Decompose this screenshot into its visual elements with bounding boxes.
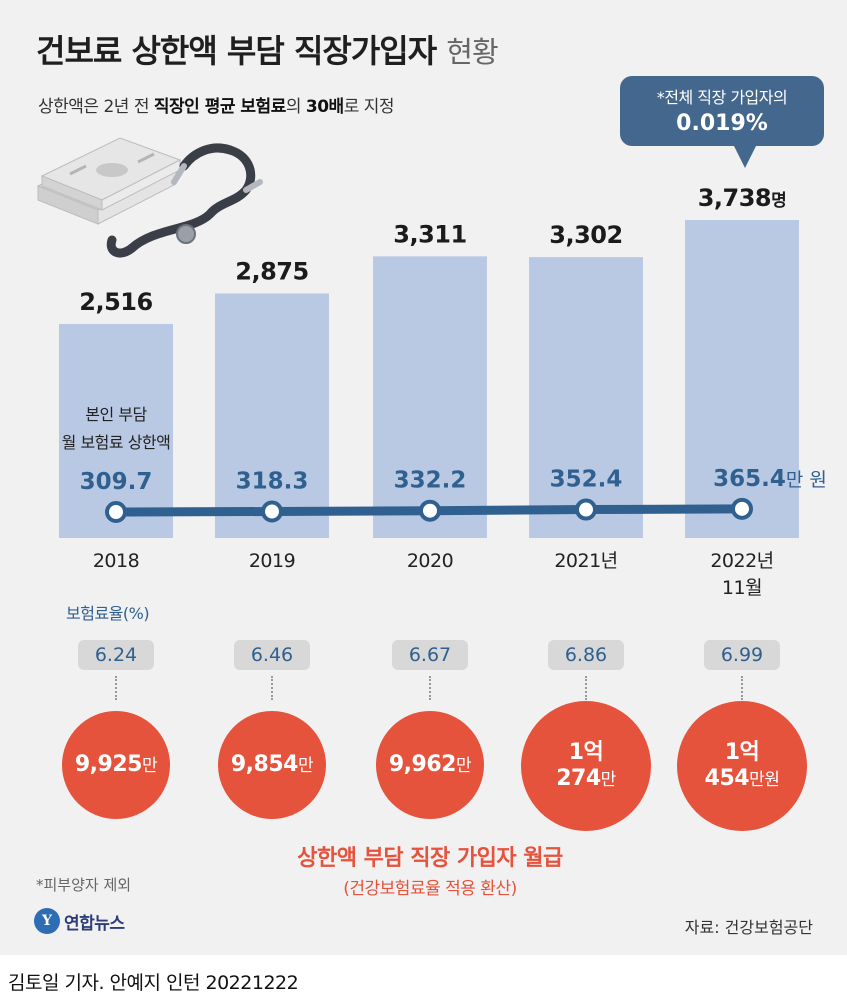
bar-value-label: 3,738명 xyxy=(698,184,787,212)
salary-value: 274 xyxy=(556,766,601,791)
rate-connector xyxy=(429,676,431,700)
salary-main: 9,962만 xyxy=(388,751,472,778)
category-labels: 2018 2019 2020 2021년 2022년 11월 xyxy=(93,550,774,599)
salary-value: 454 xyxy=(704,766,750,791)
yonhap-logo-icon: Y xyxy=(34,908,60,934)
footnote: *피부양자 제외 xyxy=(36,876,132,894)
bar-value-label: 3,311 xyxy=(393,220,466,248)
bar-value-label: 3,302 xyxy=(549,221,622,249)
bar-value-label: 2,875 xyxy=(235,257,308,285)
rate-pill: 6.99 xyxy=(704,640,780,670)
subtitle-part-2: 의 xyxy=(285,97,306,117)
category-label: 2021년 xyxy=(554,550,617,572)
premium-point xyxy=(731,497,753,520)
rate-heading: 보험료율(%) xyxy=(66,604,150,623)
salary-value: 9,962 xyxy=(388,751,457,777)
salary-unit: 만 xyxy=(141,755,158,776)
page-title: 건보료 상한액 부담 직장가입자 현황 xyxy=(36,26,499,72)
subtitle-bold-2: 30배 xyxy=(305,97,344,117)
premium-value-label: 318.3 xyxy=(236,469,309,495)
salary-circle: 9,962만 xyxy=(376,711,484,819)
salary-line-1: 1억 xyxy=(724,739,760,765)
line-caption-1: 본인 부담 xyxy=(85,405,147,424)
subtitle: 상한액은 2년 전 직장인 평균 보험료의 30배로 지정 xyxy=(38,92,395,117)
rate-pill: 6.46 xyxy=(234,640,310,670)
salary-unit: 만 xyxy=(297,755,314,776)
premium-point xyxy=(575,498,597,521)
premium-unit: 만 원 xyxy=(786,469,827,491)
subtitle-part-3: 로 지정 xyxy=(343,97,395,117)
category-label: 2019 xyxy=(249,550,295,572)
bar-value-labels: 2,516 2,875 3,311 3,302 3,738명 xyxy=(79,184,786,316)
subtitle-bold-1: 직장인 평균 보험료 xyxy=(153,97,286,117)
bar-unit: 명 xyxy=(771,191,786,211)
salary-main: 9,925만 xyxy=(74,751,158,778)
salary-unit: 만원 xyxy=(749,770,780,790)
logo-text: 연합뉴스 xyxy=(64,913,125,934)
salary-main: 274만 xyxy=(556,766,616,792)
rate-connector xyxy=(271,676,273,700)
premium-value-label: 365.4만 원 xyxy=(713,466,827,492)
category-label: 2020 xyxy=(407,550,453,572)
logo: Y 연합뉴스 xyxy=(34,908,125,934)
premium-point xyxy=(105,501,127,523)
category-label: 2018 xyxy=(93,550,139,572)
illustration xyxy=(36,137,263,258)
stethoscope-icon xyxy=(106,143,263,258)
bar-2020 xyxy=(373,256,487,538)
bar-2022년 xyxy=(685,220,799,538)
rate-connector xyxy=(115,676,117,700)
category-label: 2022년 xyxy=(710,550,773,572)
premium-value-label: 309.7 xyxy=(80,469,153,495)
callout-box: *전체 직장 가입자의 0.019% xyxy=(620,76,824,146)
title-suffix: 현황 xyxy=(446,35,498,69)
salary-unit: 만 xyxy=(455,755,472,776)
salary-circle: 1억 274만 xyxy=(521,701,651,831)
salary-circle: 9,854만 xyxy=(218,711,326,819)
premium-value-label: 352.4 xyxy=(550,467,623,493)
salary-unit: 만 xyxy=(600,770,617,790)
bar-2021년 xyxy=(529,257,643,538)
line-caption-2: 월 보험료 상한액 xyxy=(62,433,171,452)
bar-value-label: 2,516 xyxy=(79,288,152,316)
premium-point xyxy=(419,499,441,522)
rate-pill: 6.24 xyxy=(78,640,154,670)
premium-value-labels: 309.7 318.3 332.2 352.4 365.4만 원 xyxy=(80,466,827,495)
rate-connector xyxy=(741,676,743,700)
premium-value-label: 332.2 xyxy=(394,468,467,494)
salary-circle: 1억 454만원 xyxy=(677,701,807,831)
premium-point xyxy=(261,500,283,523)
salary-main: 9,854만 xyxy=(230,751,314,778)
callout-tail xyxy=(733,144,757,168)
subtitle-part-1: 상한액은 2년 전 xyxy=(38,97,154,117)
salary-circle: 9,925만 xyxy=(62,711,170,819)
credit-line: 김토일 기자. 안예지 인턴 20221222 xyxy=(8,972,299,994)
bar-2019 xyxy=(215,293,329,538)
bar-group xyxy=(59,220,799,538)
source-note: 자료: 건강보험공단 xyxy=(684,918,813,937)
salary-main: 454만원 xyxy=(705,766,780,792)
rate-pill: 6.67 xyxy=(392,640,468,670)
callout-line-2: 0.019% xyxy=(676,111,768,136)
rate-pill: 6.86 xyxy=(548,640,624,670)
salary-subheading: (건강보험료율 적용 환산) xyxy=(343,879,517,899)
callout-line-1: *전체 직장 가입자의 xyxy=(656,88,788,107)
category-sublabel: 11월 xyxy=(722,577,762,599)
salary-value: 9,925 xyxy=(74,751,143,777)
salary-heading: 상한액 부담 직장 가입자 월급 xyxy=(297,846,563,871)
title-main: 건보료 상한액 부담 직장가입자 xyxy=(36,32,437,70)
salary-value: 9,854 xyxy=(230,751,299,777)
rate-connector xyxy=(585,676,587,700)
salary-line-1: 1억 xyxy=(568,739,604,765)
premium-line xyxy=(105,497,753,523)
